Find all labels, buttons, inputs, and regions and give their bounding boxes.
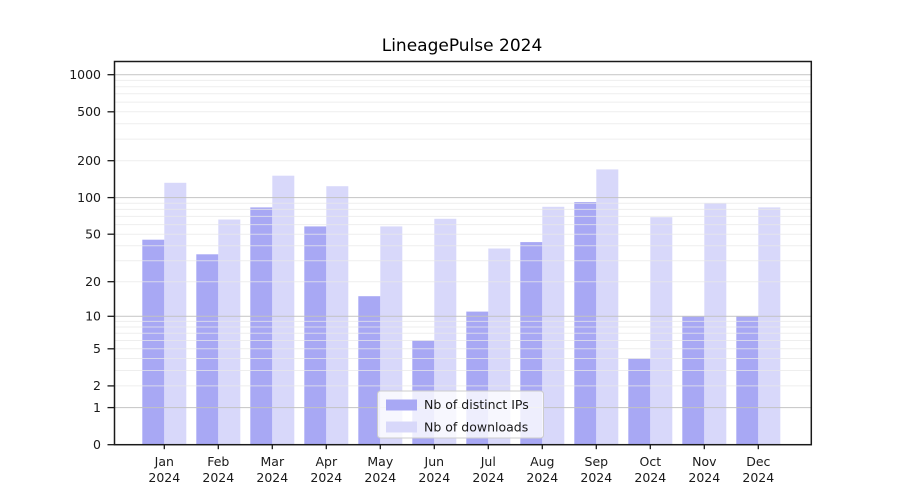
bar-nb-of-downloads-sep-2024 bbox=[596, 169, 619, 445]
x-tick-label-year: 2024 bbox=[364, 470, 396, 485]
y-tick-label-20: 20 bbox=[85, 274, 101, 289]
bar-nb-of-downloads-may-2024 bbox=[380, 226, 403, 445]
y-tick-label-0: 0 bbox=[93, 437, 101, 452]
y-axis: 0 1 2 5 10 20 50 100 200 500 1000 bbox=[69, 67, 115, 452]
bar-nb-of-distinct-ips-oct-2024 bbox=[628, 358, 651, 445]
y-tick-label-1000: 1000 bbox=[69, 67, 101, 82]
x-tick-label-year: 2024 bbox=[526, 470, 558, 485]
x-tick-label-year: 2024 bbox=[202, 470, 234, 485]
chart-title: LineagePulse 2024 bbox=[382, 36, 543, 56]
x-tick-label-apr: Apr bbox=[315, 454, 337, 469]
bar-nb-of-distinct-ips-mar-2024 bbox=[250, 207, 273, 445]
bar-nb-of-distinct-ips-nov-2024 bbox=[682, 316, 705, 445]
x-tick-label-mar: Mar bbox=[261, 454, 285, 469]
legend: Nb of distinct IPs Nb of downloads bbox=[377, 390, 544, 439]
x-tick-label-oct: Oct bbox=[639, 454, 661, 469]
x-tick-label-year: 2024 bbox=[148, 470, 180, 485]
y-tick-label-500: 500 bbox=[77, 104, 101, 119]
x-tick-label-year: 2024 bbox=[418, 470, 450, 485]
bar-nb-of-distinct-ips-jan-2024 bbox=[142, 239, 165, 445]
grid-layer bbox=[114, 74, 812, 409]
bar-nb-of-downloads-apr-2024 bbox=[326, 186, 349, 445]
y-tick-label-10: 10 bbox=[85, 309, 101, 324]
bar-nb-of-downloads-jan-2024 bbox=[164, 182, 187, 445]
x-tick-label-year: 2024 bbox=[634, 470, 666, 485]
y-tick-label-1: 1 bbox=[93, 400, 101, 415]
y-tick-label-200: 200 bbox=[77, 153, 101, 168]
y-tick-label-50: 50 bbox=[85, 227, 101, 242]
bar-nb-of-downloads-feb-2024 bbox=[218, 219, 241, 445]
x-tick-label-sep: Sep bbox=[585, 454, 609, 469]
bar-nb-of-downloads-dec-2024 bbox=[758, 207, 781, 445]
bar-nb-of-distinct-ips-apr-2024 bbox=[304, 226, 327, 445]
bar-nb-of-downloads-jun-2024 bbox=[434, 218, 457, 445]
bar-nb-of-downloads-aug-2024 bbox=[542, 206, 565, 445]
bar-nb-of-downloads-oct-2024 bbox=[650, 217, 673, 445]
x-tick-label-year: 2024 bbox=[256, 470, 288, 485]
legend-label-distinct-ips: Nb of distinct IPs bbox=[424, 397, 529, 412]
x-tick-label-jul: Jul bbox=[480, 454, 496, 469]
legend-swatch-downloads bbox=[386, 421, 417, 433]
x-axis: Jan2024Feb2024Mar2024Apr2024May2024Jun20… bbox=[148, 444, 774, 485]
bar-nb-of-distinct-ips-sep-2024 bbox=[574, 202, 597, 445]
x-tick-label-year: 2024 bbox=[742, 470, 774, 485]
bar-nb-of-downloads-mar-2024 bbox=[272, 175, 295, 445]
legend-label-downloads: Nb of downloads bbox=[424, 420, 528, 435]
x-tick-label-dec: Dec bbox=[746, 454, 770, 469]
x-tick-label-feb: Feb bbox=[207, 454, 229, 469]
y-tick-label-2: 2 bbox=[93, 378, 101, 393]
plot-frame bbox=[113, 60, 813, 446]
y-tick-label-5: 5 bbox=[93, 341, 101, 356]
x-tick-label-year: 2024 bbox=[688, 470, 720, 485]
y-tick-label-100: 100 bbox=[77, 190, 101, 205]
x-tick-label-year: 2024 bbox=[310, 470, 342, 485]
bar-nb-of-downloads-nov-2024 bbox=[704, 203, 727, 445]
bar-nb-of-distinct-ips-feb-2024 bbox=[196, 254, 219, 445]
legend-swatch-distinct-ips bbox=[386, 399, 417, 411]
x-tick-label-jan: Jan bbox=[154, 454, 174, 469]
x-tick-label-jun: Jun bbox=[424, 454, 445, 469]
x-tick-label-may: May bbox=[367, 454, 393, 469]
x-tick-label-year: 2024 bbox=[472, 470, 504, 485]
legend-box bbox=[377, 390, 544, 439]
x-tick-label-aug: Aug bbox=[530, 454, 554, 469]
x-tick-label-year: 2024 bbox=[580, 470, 612, 485]
x-tick-label-nov: Nov bbox=[692, 454, 717, 469]
bar-nb-of-distinct-ips-dec-2024 bbox=[736, 316, 759, 445]
